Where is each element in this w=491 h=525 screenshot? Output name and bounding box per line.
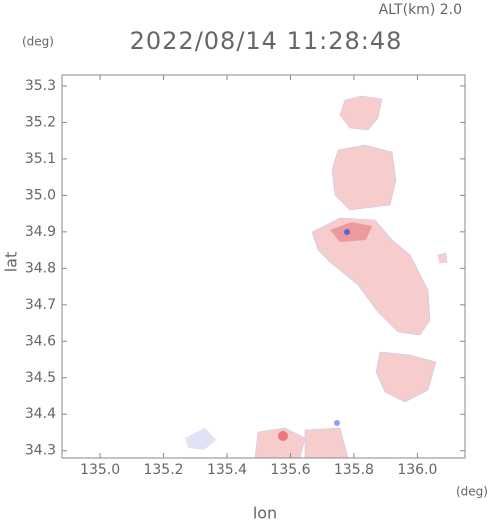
y-axis-label: lat [2,252,21,273]
echo-region [331,144,397,211]
x-unit: (deg) [456,485,488,499]
x-tick-label: 136.0 [397,462,437,478]
x-tick-label: 135.2 [143,462,183,478]
y-tick-label: 34.8 [25,260,56,276]
echo-core [330,222,372,242]
y-tick-label: 35.3 [25,78,56,94]
y-tick-label: 34.6 [25,333,56,349]
echo-negative-spot [344,229,350,235]
chart-title: 2022/08/14 11:28:48 [130,27,403,55]
echo-region [375,351,437,403]
y-unit: (deg) [22,35,54,49]
x-axis-label: lon [253,504,277,522]
x-tick-label: 135.8 [334,462,374,478]
y-tick-label: 34.9 [25,224,56,240]
x-tick-label: 135.6 [270,462,310,478]
x-tick-label: 135.4 [207,462,247,478]
y-tick-label: 35.0 [25,187,56,203]
echo-field [254,95,448,459]
y-tick-label: 34.5 [25,370,56,386]
echo-negative-spot [334,420,340,426]
y-tick-label: 35.2 [25,114,56,130]
echo-region [339,95,383,131]
echo-region [304,427,349,459]
plot-frame [61,74,466,459]
echo-region [254,427,306,459]
y-tick-label: 34.3 [25,443,56,459]
y-tick-label: 34.7 [25,297,56,313]
y-tick-label: 35.1 [25,151,56,167]
altitude-label: ALT(km) 2.0 [379,2,462,18]
echo-region [311,217,431,336]
echo-region [437,252,448,264]
y-tick-label: 34.4 [25,406,56,422]
echo-region-negative [185,428,216,450]
echo-core [278,431,288,441]
x-tick-label: 135.0 [80,462,120,478]
